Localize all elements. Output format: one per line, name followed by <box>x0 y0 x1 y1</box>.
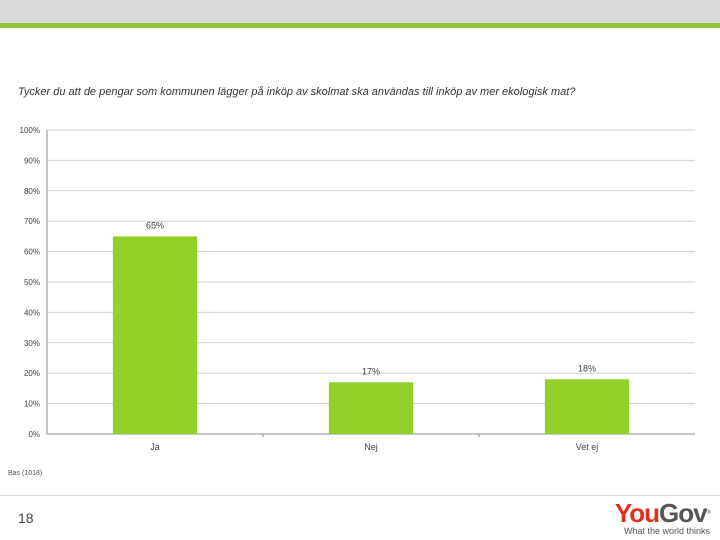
y-tick-label: 0% <box>28 430 40 439</box>
y-tick-label: 40% <box>24 308 40 317</box>
header-band <box>0 0 720 23</box>
logo-gov: Gov <box>659 498 708 528</box>
yougov-logo: YouGov® What the world thinks <box>614 498 712 536</box>
y-tick-label: 80% <box>24 187 40 196</box>
x-category-label: Vet ej <box>576 442 599 452</box>
y-tick-label: 100% <box>20 126 40 135</box>
data-label: 65% <box>146 220 164 230</box>
y-tick-label: 50% <box>24 278 40 287</box>
footer-divider <box>0 495 720 496</box>
y-tick-label: 20% <box>24 369 40 378</box>
y-tick-label: 90% <box>24 156 40 165</box>
logo-tagline: What the world thinks <box>623 526 710 536</box>
logo-registered-mark: ® <box>706 510 712 516</box>
logo-you: You <box>614 498 660 528</box>
bar <box>328 382 414 434</box>
y-tick-label: 30% <box>24 339 40 348</box>
data-label: 17% <box>362 366 380 376</box>
x-category-label: Ja <box>150 442 160 452</box>
bar <box>544 379 630 434</box>
y-tick-label: 60% <box>24 248 40 257</box>
x-category-label: Nej <box>364 442 378 452</box>
data-label: 18% <box>578 363 596 373</box>
chart-title: Tycker du att de pengar som kommunen läg… <box>18 86 576 98</box>
bar-chart: 0% 10% 20% 30% 40% 50% 60% 70% 80% 90% 100% 65% Ja 17… <box>20 126 695 452</box>
base-note: Bas (1018) <box>8 470 43 477</box>
y-tick-label: 10% <box>24 400 40 409</box>
header-accent-stripe <box>0 23 720 28</box>
page-number: 18 <box>18 510 34 526</box>
bar <box>112 236 198 434</box>
logo-wordmark: YouGov® <box>614 498 712 528</box>
y-tick-label: 70% <box>24 217 40 226</box>
